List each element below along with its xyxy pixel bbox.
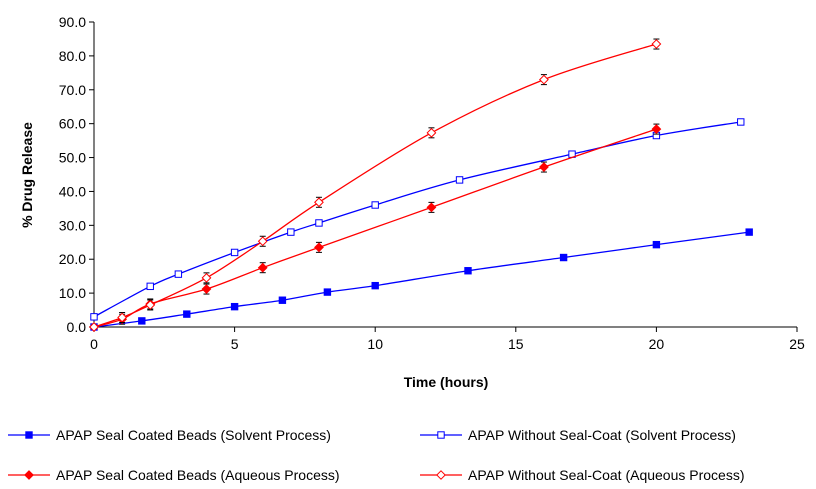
y-tick-label: 10.0 [59, 285, 86, 301]
data-point [559, 253, 568, 262]
data-point [539, 74, 549, 85]
data-point [201, 272, 212, 283]
legend-label: APAP Seal Coated Beads (Solvent Process) [56, 427, 331, 443]
data-point [323, 288, 332, 296]
data-point [230, 248, 239, 257]
series-layer [89, 38, 753, 332]
legend-marker [24, 470, 34, 480]
legend-entry-2: APAP Without Seal-Coat (Solvent Process) [420, 427, 736, 443]
data-point [314, 197, 324, 208]
series-2 [90, 118, 745, 321]
data-point [652, 240, 661, 249]
data-point [138, 317, 146, 325]
data-point [745, 228, 753, 236]
y-tick-label: 40.0 [59, 183, 86, 199]
data-point [651, 39, 662, 49]
y-axis-label: % Drug Release [19, 122, 35, 228]
x-tick-label: 5 [231, 336, 239, 352]
legend-label: APAP Seal Coated Beads (Aqueous Process) [56, 467, 340, 483]
y-tick-label: 60.0 [59, 116, 86, 132]
x-tick-label: 15 [508, 336, 524, 352]
data-point [183, 310, 191, 318]
data-point [539, 162, 549, 172]
legend-label: APAP Without Seal-Coat (Solvent Process) [468, 427, 736, 443]
legend-entry-1: APAP Seal Coated Beads (Solvent Process) [8, 427, 331, 443]
legend: APAP Seal Coated Beads (Solvent Process)… [8, 427, 745, 483]
y-tick-label: 90.0 [59, 14, 86, 30]
y-tick-label: 50.0 [59, 150, 86, 166]
x-tick-label: 10 [367, 336, 383, 352]
x-axis-label: Time (hours) [404, 374, 489, 390]
series-line [93, 121, 741, 318]
data-point [371, 201, 379, 209]
data-point [117, 312, 128, 323]
data-point [464, 267, 472, 275]
series-line [93, 231, 750, 328]
data-point [737, 118, 745, 126]
y-tick-label: 30.0 [59, 217, 86, 233]
data-point [426, 202, 437, 213]
data-point [287, 228, 295, 236]
series-line [93, 128, 657, 328]
legend-entry-3: APAP Seal Coated Beads (Aqueous Process) [8, 467, 340, 483]
data-point [314, 242, 324, 253]
legend-entry-4: APAP Without Seal-Coat (Aqueous Process) [420, 467, 745, 483]
x-tick-label: 0 [90, 336, 98, 352]
data-point [89, 322, 99, 332]
data-point [174, 270, 183, 278]
data-point [455, 176, 464, 184]
data-point [145, 300, 156, 310]
data-point [278, 296, 287, 304]
legend-marker [437, 431, 445, 439]
data-point [201, 284, 212, 294]
data-point [651, 124, 662, 134]
y-tick-label: 0.0 [67, 319, 87, 335]
series-4 [89, 38, 662, 332]
data-point [257, 262, 268, 273]
data-point [90, 313, 98, 321]
axes: 0.0 10.0 20.0 30.0 40.0 50.0 60.0 70.0 80.0 90.0 0… [59, 14, 805, 352]
data-point [257, 236, 268, 247]
data-point [426, 127, 437, 138]
x-tick-label: 20 [649, 336, 665, 352]
y-tick-label: 70.0 [59, 82, 86, 98]
legend-label: APAP Without Seal-Coat (Aqueous Process) [468, 467, 745, 483]
data-point [315, 219, 323, 227]
data-point [146, 282, 154, 291]
x-tick-label: 25 [789, 336, 805, 352]
data-point [371, 281, 379, 290]
legend-marker [25, 431, 33, 439]
series-1 [90, 228, 753, 331]
legend-marker [436, 470, 446, 480]
data-point [230, 302, 239, 311]
series-line [93, 43, 657, 328]
y-tick-label: 20.0 [59, 251, 86, 267]
y-tick-label: 80.0 [59, 48, 86, 64]
